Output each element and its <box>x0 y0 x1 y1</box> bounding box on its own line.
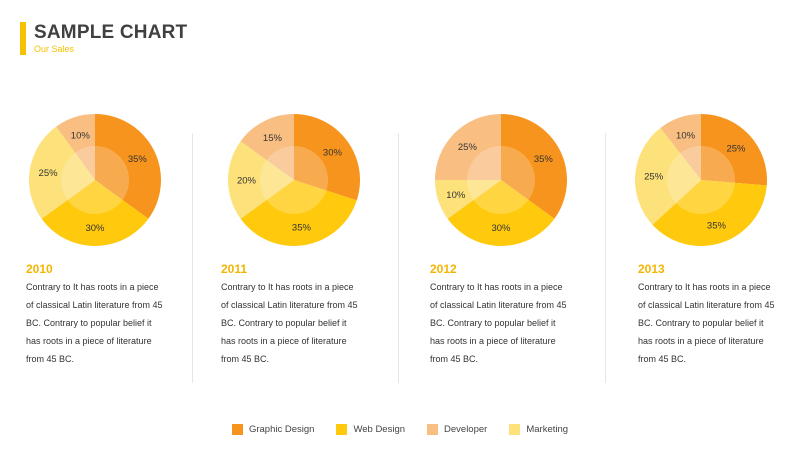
pie-data-label: 10% <box>676 131 696 142</box>
pie-slice-marketing <box>28 126 95 219</box>
pie-inner-highlight <box>667 146 735 214</box>
description-2010: Contrary to It has roots in a piece of c… <box>26 282 163 364</box>
pie-chart-2013: 25% 35% 25% 10% <box>635 114 767 247</box>
year-label-2012: 2012 <box>430 262 457 276</box>
pie-chart-2012: 35% 30% 10% 25% <box>435 114 567 246</box>
pie-slice-marketing <box>228 141 294 219</box>
pie-slice-graphic-design <box>294 114 360 201</box>
pie-slice-web-design <box>652 180 767 247</box>
pie-slice-marketing <box>435 180 501 219</box>
pie-slice-developer <box>435 114 501 180</box>
legend-label: Developer <box>444 424 488 435</box>
legend-swatch <box>336 424 348 435</box>
pie-chart-2011: 30% 35% 20% 15% <box>228 114 360 247</box>
pie-data-label: 35% <box>707 220 727 231</box>
pie-slice-developer <box>240 114 294 180</box>
legend-item-graphic-design: Graphic Design <box>231 424 315 435</box>
pie-chart-2010: 35% 30% 25% 10% <box>28 114 161 246</box>
legend-item-marketing: Marketing <box>509 424 568 435</box>
legend-swatch <box>231 424 243 435</box>
title-accent-bar <box>20 22 26 55</box>
pie-slice-marketing <box>635 127 701 225</box>
pie-data-label: 25% <box>458 142 478 153</box>
pie-data-label: 30% <box>323 148 343 159</box>
pie-data-label: 25% <box>39 168 59 179</box>
year-label-2011: 2011 <box>221 262 248 276</box>
pie-slice-graphic-design <box>501 114 567 219</box>
year-label-2013: 2013 <box>638 262 665 276</box>
pie-slice-developer <box>56 114 95 180</box>
legend-swatch <box>427 424 439 435</box>
pie-slice-web-design <box>240 180 357 247</box>
pie-slice-graphic-design <box>701 114 767 186</box>
pie-data-label: 15% <box>263 133 283 144</box>
pie-data-label: 10% <box>446 190 466 201</box>
pie-inner-highlight <box>467 146 535 214</box>
pie-data-label: 25% <box>644 172 664 183</box>
pie-data-label: 35% <box>292 222 312 233</box>
page-title: SAMPLE CHART <box>34 22 188 43</box>
pie-slice-graphic-design <box>95 114 161 219</box>
pie-data-label: 30% <box>85 223 105 234</box>
column-divider <box>192 133 193 383</box>
legend-label: Marketing <box>526 424 569 435</box>
pie-data-label: 10% <box>71 130 91 141</box>
pie-data-label: 20% <box>237 176 257 187</box>
description-2012: Contrary to It has roots in a piece of c… <box>430 282 567 364</box>
column-divider <box>605 133 606 383</box>
legend-item-developer: Developer <box>427 424 487 435</box>
legend-label: Web Design <box>353 424 406 435</box>
year-label-2010: 2010 <box>26 262 53 276</box>
legend-label: Graphic Design <box>248 424 315 435</box>
pie-data-label: 25% <box>726 143 746 154</box>
pie-data-label: 35% <box>128 154 148 165</box>
pie-inner-highlight <box>260 146 328 214</box>
pie-slice-web-design <box>41 180 149 246</box>
column-divider <box>398 133 399 383</box>
description-2013: Contrary to It has roots in a piece of c… <box>638 282 775 364</box>
chart-legend: Graphic Design Web Design Developer Mark… <box>0 424 800 435</box>
page-subtitle: Our Sales <box>34 44 75 54</box>
description-2011: Contrary to It has roots in a piece of c… <box>221 282 358 364</box>
pie-data-label: 35% <box>534 154 554 165</box>
legend-swatch <box>509 424 521 435</box>
legend-item-web-design: Web Design <box>336 424 405 435</box>
pie-slice-web-design <box>447 180 555 246</box>
pie-inner-highlight <box>61 146 129 214</box>
pie-data-label: 30% <box>491 223 511 234</box>
pie-slice-developer <box>660 114 701 180</box>
